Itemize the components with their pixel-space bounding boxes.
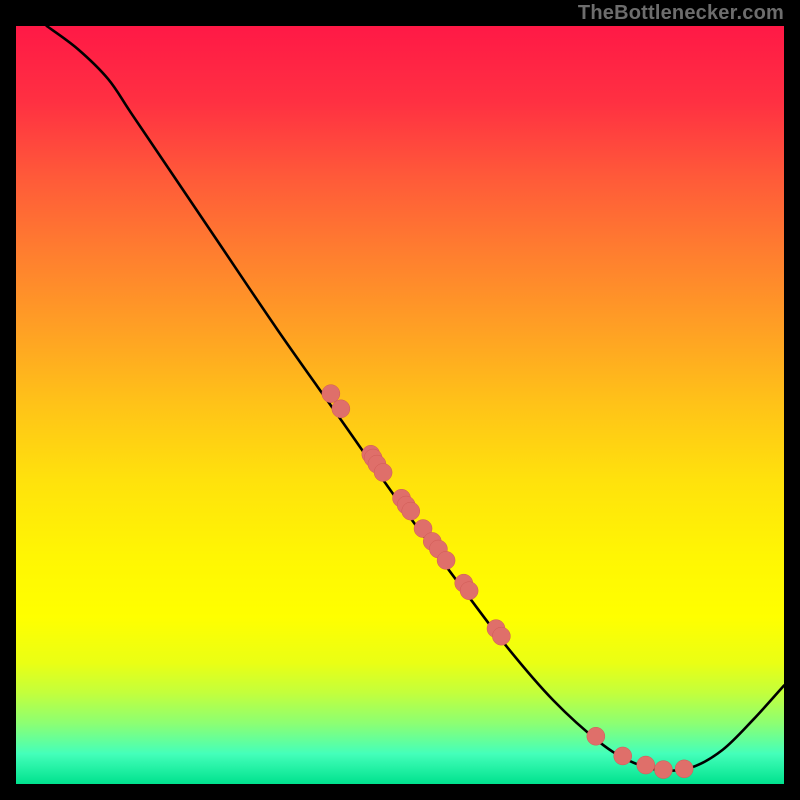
data-marker: [637, 756, 655, 774]
data-marker: [675, 760, 693, 778]
watermark-text: TheBottlenecker.com: [578, 2, 784, 25]
chart-frame: TheBottlenecker.com: [0, 0, 800, 800]
bottleneck-curve: [16, 26, 784, 784]
data-marker: [402, 502, 420, 520]
data-marker: [587, 727, 605, 745]
data-marker: [437, 551, 455, 569]
data-marker: [614, 747, 632, 765]
data-marker: [332, 400, 350, 418]
data-marker: [492, 627, 510, 645]
data-marker: [654, 761, 672, 779]
data-marker: [460, 582, 478, 600]
plot-area: [16, 26, 784, 784]
data-marker: [374, 463, 392, 481]
curve-path: [47, 26, 784, 771]
data-marker: [322, 385, 340, 403]
data-markers: [322, 385, 693, 779]
